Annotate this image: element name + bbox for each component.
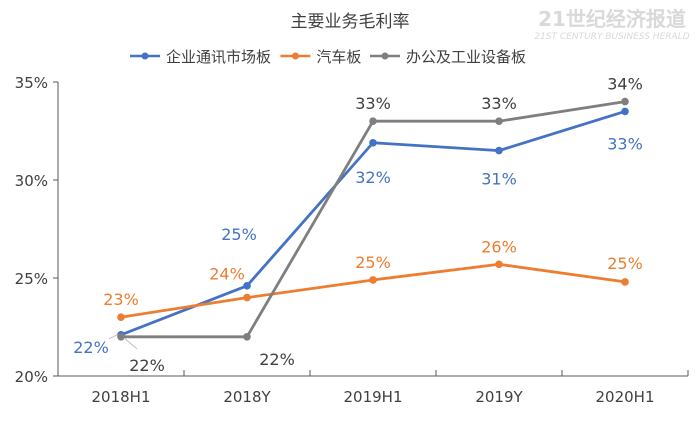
series-line [120,262,626,319]
data-point [369,276,377,284]
data-point [117,313,125,322]
x-tick-label: 2019H1 [344,388,403,406]
data-label: 25% [607,254,643,273]
data-label: 33% [607,134,643,153]
watermark-en: 21ST CENTURY BUSINESS HERALD [534,32,689,42]
data-point [621,97,629,106]
legend-item: 汽车板 [280,48,361,66]
y-tick-label: 35% [15,74,48,92]
data-label: 32% [355,168,391,187]
legend: 企业通讯市场板 汽车板 办公及工业设备板 [130,48,526,66]
data-point [243,333,251,341]
data-label: 23% [103,290,139,309]
legend-item: 企业通讯市场板 [130,48,271,66]
data-point [495,117,503,125]
axes: 20% 25% 30% 35% 2018H1 2018Y 2019H1 2019Y 2020H1 [15,74,689,406]
legend-marker [381,52,389,60]
data-label: 26% [481,237,517,256]
x-tick-label: 2018H1 [92,388,151,406]
data-point [495,260,503,269]
data-label: 22% [129,356,165,375]
series-line [121,100,626,339]
data-label: 33% [355,94,391,113]
leader-line [108,334,118,340]
data-labels: 22% 25% 32% 31% 33% 23% 24% 25% 26% 25% 22% 22% 33% 3… [73,75,643,375]
data-point [369,117,377,125]
legend-label: 办公及工业设备板 [406,48,526,66]
leader-line [124,338,138,350]
x-tick-label: 2019Y [475,388,523,406]
data-label: 22% [73,338,109,357]
data-point [243,293,251,302]
legend-item: 办公及工业设备板 [370,48,526,66]
data-point [117,333,125,341]
series-group [117,97,629,341]
data-label: 22% [259,350,295,369]
data-point [621,278,629,286]
data-label: 25% [355,253,391,272]
x-tick-label: 2018Y [223,388,271,406]
y-tick-label: 20% [15,368,48,386]
data-point [369,138,377,147]
data-point [621,107,629,116]
data-label: 33% [481,94,517,113]
data-label: 24% [209,265,245,284]
legend-label: 汽车板 [316,48,361,66]
legend-marker [141,52,149,60]
legend-label: 企业通讯市场板 [166,48,271,66]
y-tick-label: 25% [15,270,48,288]
x-tick-label: 2020H1 [596,388,655,406]
data-point [243,282,251,290]
y-tick-label: 30% [15,172,48,190]
legend-marker [291,52,299,60]
watermark-cn: 21世纪经济报道 [538,7,686,31]
data-label: 25% [221,225,257,244]
data-label: 31% [481,170,517,189]
data-label: 34% [607,75,643,94]
chart-title: 主要业务毛利率 [291,12,410,32]
data-point [495,146,503,155]
